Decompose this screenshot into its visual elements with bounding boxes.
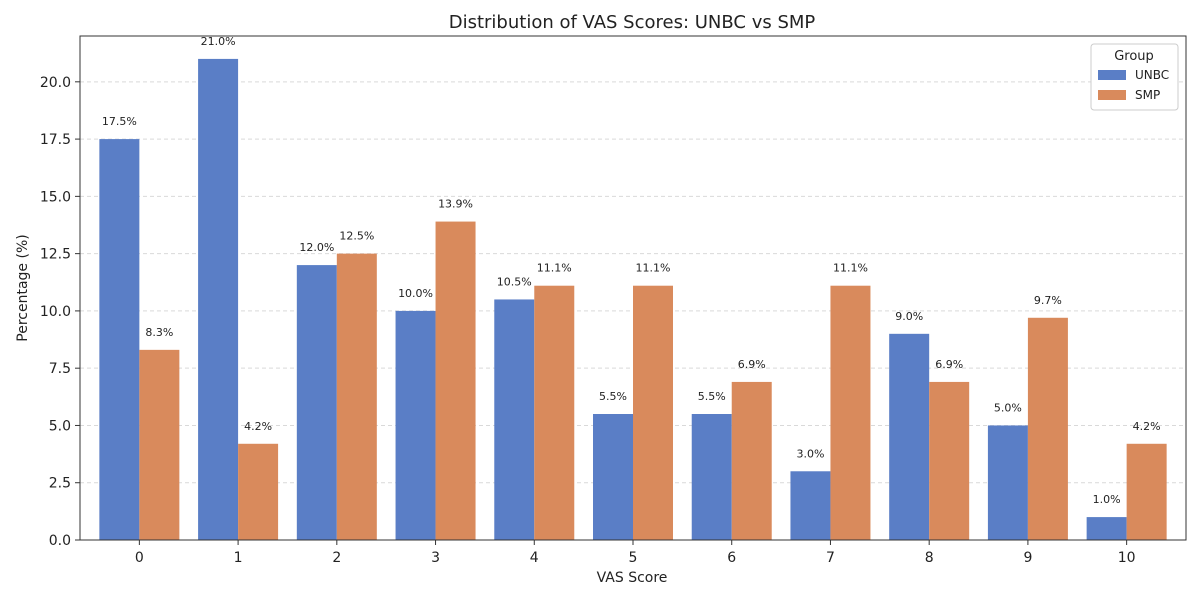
bar-smp-0 bbox=[139, 349, 180, 540]
bar-value-label: 12.0% bbox=[299, 241, 334, 254]
x-tick-label: 3 bbox=[431, 550, 440, 566]
bar-value-label: 10.5% bbox=[497, 275, 532, 288]
legend: Group UNBC SMP bbox=[1090, 43, 1179, 111]
chart-title: Distribution of VAS Scores: UNBC vs SMP bbox=[449, 12, 816, 33]
bar-unbc-2 bbox=[296, 265, 337, 540]
y-tick-label: 10.0 bbox=[40, 304, 71, 320]
bar-value-label: 13.9% bbox=[438, 198, 473, 211]
x-tick-label: 7 bbox=[826, 550, 835, 566]
bar-value-label: 17.5% bbox=[102, 115, 137, 128]
bar-value-label: 5.5% bbox=[698, 390, 726, 403]
bar-smp-5 bbox=[633, 285, 673, 540]
bars bbox=[99, 58, 1167, 541]
bar-smp-10 bbox=[1126, 443, 1167, 540]
bar-value-label: 4.2% bbox=[244, 420, 272, 433]
bar-smp-9 bbox=[1027, 317, 1068, 540]
x-tick-label: 10 bbox=[1118, 550, 1136, 566]
bar-smp-8 bbox=[929, 381, 970, 540]
y-tick-label: 17.5 bbox=[40, 132, 71, 148]
y-tick-label: 7.5 bbox=[49, 361, 71, 377]
legend-swatch-smp bbox=[1098, 90, 1126, 100]
y-tick-label: 20.0 bbox=[40, 75, 71, 91]
bar-value-label: 9.7% bbox=[1034, 294, 1062, 307]
bar-value-label: 9.0% bbox=[895, 310, 923, 323]
bar-unbc-3 bbox=[395, 310, 436, 540]
bar-smp-6 bbox=[731, 381, 772, 540]
y-tick-label: 5.0 bbox=[49, 418, 71, 434]
x-tick-label: 1 bbox=[234, 550, 243, 566]
bar-unbc-8 bbox=[889, 333, 930, 540]
x-tick-label: 0 bbox=[135, 550, 144, 566]
bar-unbc-7 bbox=[790, 471, 831, 540]
legend-label-unbc: UNBC bbox=[1135, 68, 1169, 82]
bar-value-labels: 17.5% 21.0% 12.0% 10.0% 10.5% 5.5% 5.5% 3.0% 9.0… bbox=[102, 35, 1161, 506]
x-tick-label: 8 bbox=[925, 550, 934, 566]
bar-smp-2 bbox=[336, 253, 377, 541]
x-tick-label: 2 bbox=[332, 550, 341, 566]
bar-unbc-5 bbox=[593, 414, 633, 540]
bar-value-label: 1.0% bbox=[1093, 493, 1121, 506]
y-tick-label: 12.5 bbox=[40, 247, 71, 263]
x-tick-label: 6 bbox=[727, 550, 736, 566]
legend-label-smp: SMP bbox=[1135, 88, 1160, 102]
bar-value-label: 3.0% bbox=[796, 447, 824, 460]
x-tick-label: 5 bbox=[629, 550, 638, 566]
bar-value-label: 8.3% bbox=[145, 326, 173, 339]
bar-smp-7 bbox=[830, 285, 871, 540]
y-axis-label: Percentage (%) bbox=[15, 234, 31, 341]
bar-unbc-4 bbox=[494, 299, 535, 540]
bar-value-label: 11.1% bbox=[833, 262, 868, 275]
bar-unbc-9 bbox=[987, 425, 1028, 540]
y-tick-label: 2.5 bbox=[49, 476, 71, 492]
bar-unbc-6 bbox=[691, 414, 732, 540]
legend-title: Group bbox=[1114, 49, 1154, 64]
bar-smp-3 bbox=[435, 221, 476, 540]
bar-value-label: 5.0% bbox=[994, 401, 1022, 414]
bar-value-label: 12.5% bbox=[339, 230, 374, 243]
x-axis-label: VAS Score bbox=[597, 570, 668, 586]
bar-smp-1 bbox=[238, 443, 279, 540]
bar-value-label: 11.1% bbox=[537, 262, 572, 275]
bar-value-label: 4.2% bbox=[1133, 420, 1161, 433]
y-tick-label: 0.0 bbox=[49, 533, 71, 549]
bar-value-label: 5.5% bbox=[599, 390, 627, 403]
bar-unbc-1 bbox=[198, 58, 239, 541]
x-tick-label: 4 bbox=[530, 550, 539, 566]
legend-swatch-unbc bbox=[1098, 70, 1126, 80]
bar-value-label: 10.0% bbox=[398, 287, 433, 300]
bar-value-label: 21.0% bbox=[201, 35, 236, 48]
bar-unbc-10 bbox=[1086, 517, 1127, 540]
bar-unbc-0 bbox=[99, 139, 140, 540]
bar-value-label: 11.1% bbox=[636, 262, 671, 275]
y-axis-ticks: 0.0 2.5 5.0 7.5 10.0 12.5 15.0 17.5 20.0 bbox=[40, 75, 80, 549]
bar-value-label: 6.9% bbox=[738, 358, 766, 371]
bar-value-label: 6.9% bbox=[935, 358, 963, 371]
x-tick-label: 9 bbox=[1023, 550, 1032, 566]
bar-smp-4 bbox=[534, 285, 575, 540]
x-axis-ticks: 0 1 2 3 4 5 6 7 8 9 10 bbox=[135, 540, 1136, 566]
y-tick-label: 15.0 bbox=[40, 189, 71, 205]
